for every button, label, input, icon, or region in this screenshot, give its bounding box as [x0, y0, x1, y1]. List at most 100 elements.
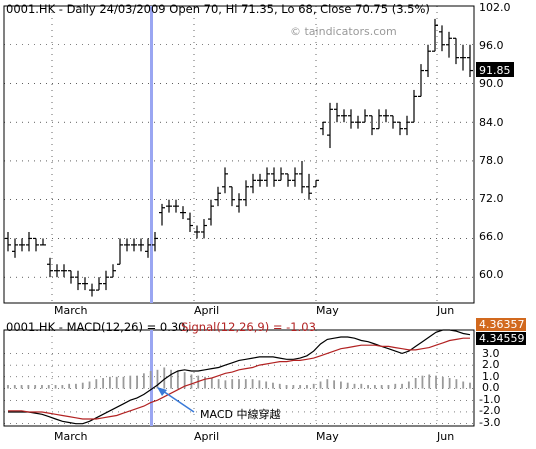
- annotation-label: MACD 中線穿越: [200, 407, 280, 421]
- ohlc-bar: [292, 167, 298, 187]
- price-bars: [5, 18, 473, 297]
- macd-panel: 0001.HK - MACD(12,26) = 0.30, Signal(12,…: [3, 318, 526, 443]
- ohlc-bar: [306, 173, 312, 200]
- macd-x-tick-label: March: [54, 430, 88, 443]
- ohlc-bar: [446, 31, 452, 58]
- macd-x-tick-label: Jun: [436, 430, 454, 443]
- ohlc-bar: [236, 193, 242, 213]
- ohlc-bar: [68, 270, 74, 284]
- y-tick-label: 102.0: [479, 1, 511, 14]
- ohlc-bar: [19, 238, 25, 252]
- last-price-label: 91.85: [479, 64, 511, 77]
- y-tick-label: 84.0: [479, 116, 504, 129]
- ohlc-bar: [26, 231, 32, 252]
- ohlc-bar: [47, 257, 53, 278]
- ohlc-bar: [173, 199, 179, 213]
- price-chart-title: 0001.HK - Daily 24/03/2009 Open 70, Hi 7…: [6, 2, 430, 16]
- ohlc-bar: [145, 238, 151, 258]
- x-tick-label: April: [194, 304, 219, 317]
- macd-y-tick-label: 2.0: [482, 358, 500, 371]
- ohlc-bar: [40, 238, 46, 246]
- ohlc-bar: [369, 115, 375, 136]
- ohlc-bar: [208, 199, 214, 226]
- ohlc-bar: [222, 167, 228, 194]
- y-tick-label: 96.0: [479, 39, 504, 52]
- ohlc-bar: [383, 109, 389, 123]
- macd-y-tick-label: -3.0: [479, 416, 500, 429]
- price-y-axis: 102.0 96.0 90.0 84.0 78.0 72.0 66.0 60.0: [479, 1, 511, 281]
- price-panel: 0001.HK - Daily 24/03/2009 Open 70, Hi 7…: [3, 1, 514, 317]
- annotation-arrow-head: [157, 387, 167, 396]
- ohlc-bar: [250, 173, 256, 194]
- ohlc-bar: [229, 186, 235, 207]
- macd-value-badge: [476, 318, 526, 331]
- ohlc-bar: [348, 109, 354, 129]
- ohlc-bar: [285, 173, 291, 187]
- ohlc-bar: [166, 199, 172, 213]
- macd-line: [8, 329, 471, 425]
- ohlc-bar: [110, 264, 116, 278]
- ohlc-bar: [187, 212, 193, 232]
- ohlc-bar: [418, 64, 424, 97]
- ohlc-bar: [278, 167, 284, 181]
- ohlc-bar: [439, 25, 445, 52]
- macd-y-tick-label: 3.0: [482, 347, 500, 360]
- macd-y-tick-label: 0.0: [482, 381, 500, 394]
- ohlc-bar: [425, 44, 431, 78]
- macd-histogram: [7, 367, 471, 389]
- ohlc-bar: [362, 109, 368, 123]
- ohlc-bar: [103, 270, 109, 291]
- ohlc-bar: [117, 238, 123, 265]
- price-plot-frame: [3, 5, 475, 304]
- macd-y-tick-label: -1.0: [479, 393, 500, 406]
- ohlc-bar: [243, 180, 249, 207]
- ohlc-bar: [215, 186, 221, 207]
- ohlc-bar: [411, 89, 417, 123]
- ohlc-bar: [96, 277, 102, 291]
- ohlc-bar: [397, 121, 403, 136]
- annotation-arrow-line: [159, 388, 195, 413]
- ohlc-bar: [201, 219, 207, 239]
- ohlc-bar: [334, 102, 340, 123]
- x-tick-label: March: [54, 304, 88, 317]
- macd-x-tick-label: April: [194, 430, 219, 443]
- ohlc-bar: [82, 277, 88, 291]
- ohlc-bar: [257, 173, 263, 187]
- y-tick-label: 90.0: [479, 77, 504, 90]
- ohlc-bar: [5, 231, 11, 252]
- ohlc-bar: [299, 160, 305, 194]
- ohlc-bar: [467, 44, 473, 78]
- macd-title: 0001.HK - MACD(12,26) = 0.30,: [6, 320, 189, 334]
- watermark: © taindicators.com: [290, 25, 397, 38]
- signal-value-label: 4.34559: [479, 332, 525, 345]
- ohlc-bar: [390, 115, 396, 129]
- ohlc-bar: [138, 238, 144, 252]
- ohlc-bar: [124, 238, 130, 252]
- ohlc-bar: [453, 37, 459, 65]
- ohlc-bar: [12, 238, 18, 258]
- ohlc-bar: [376, 109, 382, 130]
- ohlc-bar: [152, 231, 158, 252]
- ohlc-bar: [194, 225, 200, 239]
- macd-y-tick-label: -2.0: [479, 404, 500, 417]
- x-tick-label: Jun: [436, 304, 454, 317]
- ohlc-bar: [460, 44, 466, 71]
- ohlc-bar: [341, 109, 347, 123]
- last-price-badge: [476, 62, 514, 77]
- price-grid: [4, 5, 474, 303]
- x-tick-label: May: [316, 304, 339, 317]
- signal-value-badge: [476, 332, 526, 345]
- ohlc-bar: [327, 102, 333, 149]
- ohlc-bar: [320, 121, 326, 136]
- signal-line: [8, 337, 470, 420]
- macd-lines: [8, 329, 471, 425]
- ohlc-bar: [404, 115, 410, 136]
- highlight-line: [150, 6, 153, 303]
- macd-x-tick-label: May: [316, 430, 339, 443]
- signal-legend: Signal(12,26,9) = -1.03: [181, 320, 316, 334]
- ohlc-bar: [180, 206, 186, 220]
- y-tick-label: 72.0: [479, 192, 504, 205]
- ohlc-bar: [271, 167, 277, 187]
- macd-value-label: 4.36357: [479, 318, 525, 331]
